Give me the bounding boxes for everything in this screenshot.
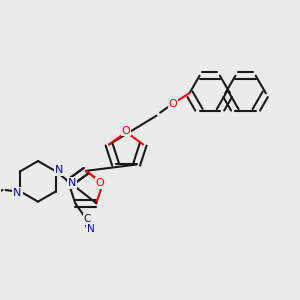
Text: N: N [68, 178, 76, 188]
Text: N: N [13, 188, 22, 198]
Text: O: O [122, 126, 130, 136]
Text: O: O [169, 99, 177, 109]
Text: O: O [95, 178, 104, 188]
Text: C: C [83, 214, 91, 224]
Text: N: N [87, 224, 94, 234]
Text: N: N [54, 165, 63, 175]
